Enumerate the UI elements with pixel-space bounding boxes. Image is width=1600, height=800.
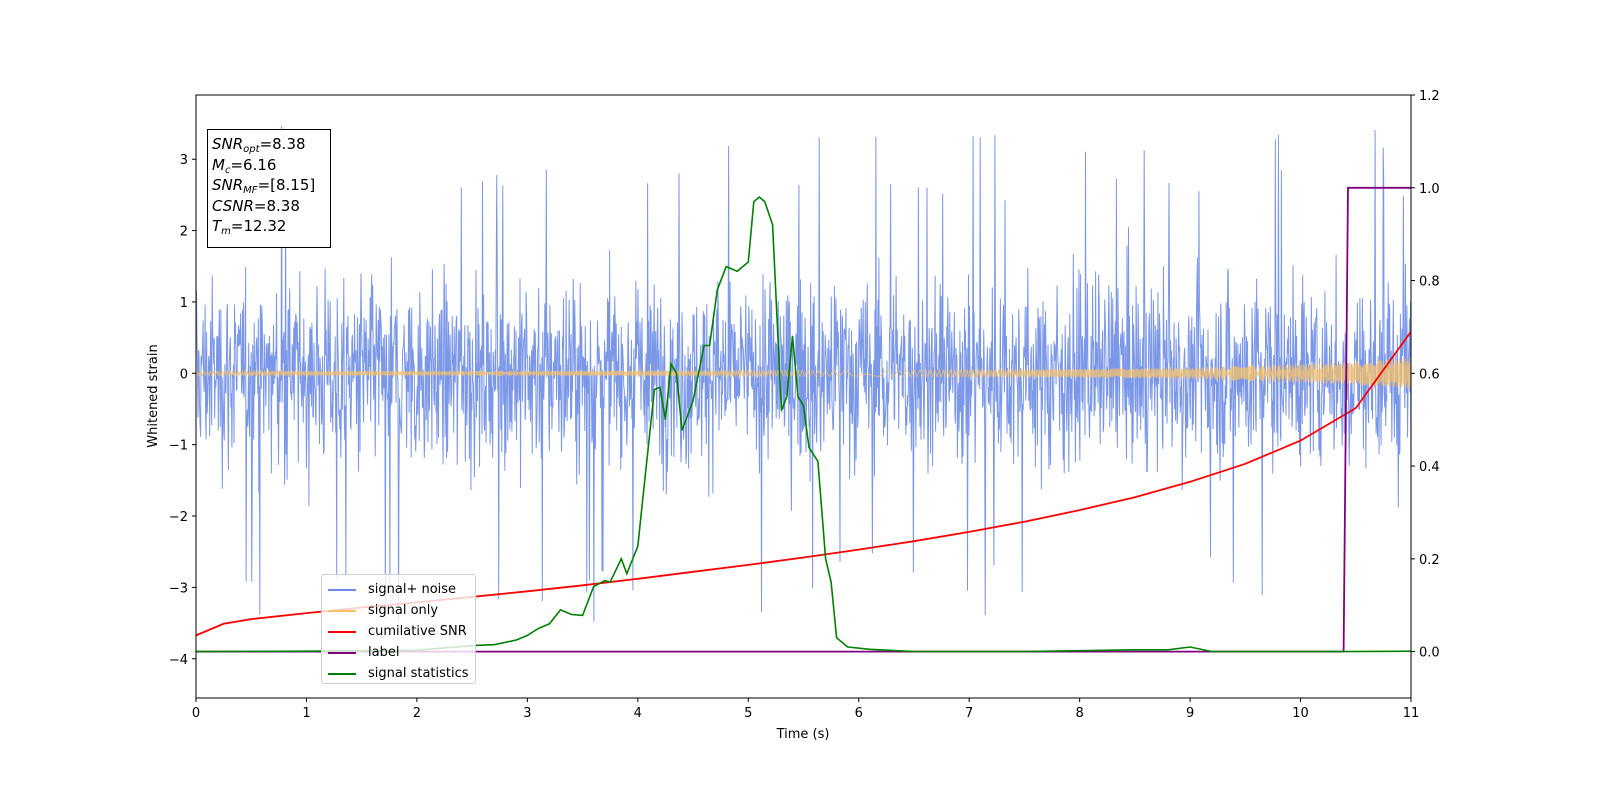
snr-mf-value: [8.15] [270,176,316,194]
x-tick-label: 5 [744,706,752,721]
csnr-row: CSNR=8.38 [212,196,300,215]
csnr-value: 8.38 [266,196,300,215]
axes-frame [195,94,1412,699]
legend-swatch-label [328,651,356,654]
snr-info-box: SNRopt=8.38 Mc=6.16 SNRMF=[8.15] CSNR=8.… [207,129,331,248]
x-axis-ticks: 0 1 2 3 4 5 6 7 8 9 10 11 [192,698,1419,721]
y-right-tick-label: 0.0 [1419,646,1440,661]
x-tick-label: 6 [855,706,863,721]
mc-value: 6.16 [243,155,277,174]
legend-swatch-cumulative-snr [328,630,356,633]
y-left-tick-label: −2 [169,510,188,525]
y-right-tick-label: 0.4 [1419,460,1440,475]
y-left-tick-label: 3 [180,153,188,168]
y-left-tick-label: 1 [180,296,188,311]
y-right-tick-label: 0.6 [1419,367,1440,382]
y-left-tick-label: −4 [169,653,188,668]
x-tick-label: 3 [523,706,531,721]
x-tick-label: 7 [965,706,973,721]
x-tick-label: 9 [1186,706,1194,721]
series-signal-statistics [196,195,1411,653]
legend-swatch-signal-statistics [328,672,356,675]
legend-swatch-signal-noise [328,588,356,591]
x-tick-label: 4 [634,706,642,721]
y-right-tick-label: 1.0 [1419,182,1440,197]
y-left-tick-label: 2 [180,225,188,240]
legend-label-cumulative-snr: cumilative SNR [368,624,467,639]
x-tick-label: 11 [1403,706,1420,721]
plot-area [196,125,1411,653]
series-signal-only [196,357,1411,389]
tm-value: 12.32 [243,217,287,235]
y-right-tick-label: 0.2 [1419,553,1440,568]
y-axis-left-ticks: −4 −3 −2 −1 0 1 2 3 [169,153,196,668]
y-right-tick-label: 0.8 [1419,275,1440,290]
y-axis-right-ticks: 0.0 0.2 0.4 0.6 0.8 1.0 1.2 [1411,89,1440,661]
x-tick-label: 2 [413,706,421,721]
x-tick-label: 1 [302,706,310,721]
x-tick-label: 10 [1292,706,1309,721]
y-left-tick-label: −1 [169,439,188,454]
legend-label-label: label [368,645,400,660]
legend-item-cumulative-snr: cumilative SNR [328,621,475,642]
legend-item-signal-noise: signal+ noise [328,579,475,600]
legend-item-signal-only: signal only [328,600,475,621]
legend-item-label: label [328,642,475,663]
y-left-tick-label: 0 [180,367,188,382]
snr-mf-row: SNRMF=[8.15] [212,176,316,196]
y-axis-left-label: Whitened strain [146,344,161,447]
series-label [196,186,1411,653]
y-left-tick-label: −3 [169,581,188,596]
legend-label-signal-only: signal only [368,603,439,618]
y-right-tick-label: 1.2 [1419,89,1440,104]
x-tick-label: 8 [1075,706,1083,721]
legend: signal+ noise signal only cumilative SNR… [321,574,476,684]
snr-opt-row: SNRopt=8.38 [212,135,306,155]
x-tick-label: 0 [192,706,200,721]
tm-row: Tm=12.32 [212,217,287,237]
snr-opt-value: 8.38 [272,135,306,153]
mc-row: Mc=6.16 [212,155,277,176]
legend-label-signal-noise: signal+ noise [368,582,457,597]
legend-label-signal-statistics: signal statistics [368,666,469,681]
legend-swatch-signal-only [328,609,356,612]
x-axis-label: Time (s) [776,727,830,742]
legend-item-signal-statistics: signal statistics [328,663,475,684]
